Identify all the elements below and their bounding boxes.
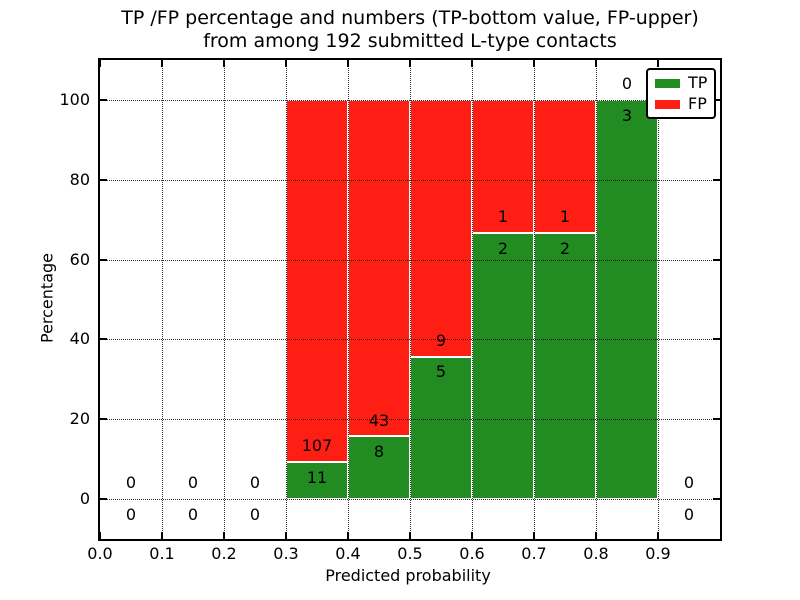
tp-count-label: 8 bbox=[373, 442, 385, 462]
legend-fp-label: FP bbox=[688, 94, 707, 113]
fp-count-label: 0 bbox=[249, 473, 261, 493]
fp-count-label: 1 bbox=[559, 207, 571, 226]
x-tick-mark-top bbox=[223, 60, 225, 67]
x-tick-label: 0.2 bbox=[211, 544, 237, 563]
y-tick-mark bbox=[100, 418, 107, 421]
y-tick-label: 80 bbox=[69, 169, 90, 189]
x-tick-mark-top bbox=[99, 60, 101, 67]
x-tick-label: 0.8 bbox=[583, 544, 609, 563]
x-axis-label: Predicted probability bbox=[325, 566, 491, 585]
y-tick-mark-right bbox=[713, 338, 720, 341]
legend-entry-tp: TP bbox=[655, 75, 707, 91]
x-gridline bbox=[534, 60, 535, 539]
x-tick-mark bbox=[161, 532, 163, 539]
x-tick-mark bbox=[223, 532, 225, 539]
fp-bar-segment bbox=[472, 99, 534, 233]
tp-bar-segment bbox=[348, 436, 410, 500]
x-tick-mark-top bbox=[161, 60, 163, 67]
y-tick-mark-right bbox=[713, 98, 720, 101]
tp-bar-segment bbox=[534, 232, 596, 500]
x-tick-label: 0.0 bbox=[87, 544, 113, 563]
y-tick-mark bbox=[100, 258, 107, 261]
x-tick-label: 0.5 bbox=[397, 544, 423, 563]
x-gridline bbox=[658, 60, 659, 539]
y-tick-mark-right bbox=[713, 258, 720, 261]
legend-tp-label: TP bbox=[688, 73, 708, 92]
x-tick-mark bbox=[99, 532, 101, 539]
tp-bar-segment bbox=[472, 232, 534, 500]
fp-count-label: 0 bbox=[187, 473, 199, 493]
y-tick-label: 0 bbox=[79, 489, 90, 509]
plot-area: 0 0 0 0 0 0 107 11 43 8 9 5 1 2 1 2 0 3 0 0 bbox=[98, 58, 722, 541]
chart-title-line1: TP /FP percentage and numbers (TP-bottom… bbox=[121, 7, 699, 29]
x-gridline bbox=[410, 60, 411, 539]
fp-count-label: 0 bbox=[683, 473, 695, 493]
x-tick-mark-top bbox=[657, 60, 659, 67]
x-tick-label: 0.6 bbox=[459, 544, 485, 563]
tp-count-label: 0 bbox=[249, 505, 261, 525]
y-tick-mark-right bbox=[713, 418, 720, 421]
fp-count-label: 0 bbox=[621, 73, 633, 93]
y-tick-mark bbox=[100, 98, 107, 101]
legend-fp-swatch bbox=[655, 99, 680, 109]
x-gridline bbox=[596, 60, 597, 539]
x-tick-mark bbox=[471, 532, 473, 539]
fp-bar-segment bbox=[286, 99, 348, 462]
x-gridline bbox=[162, 60, 163, 539]
x-tick-label: 0.1 bbox=[149, 544, 175, 563]
x-tick-mark-top bbox=[285, 60, 287, 67]
x-tick-mark bbox=[285, 532, 287, 539]
x-tick-mark bbox=[409, 532, 411, 539]
x-gridline bbox=[348, 60, 349, 539]
legend: TP FP bbox=[646, 68, 717, 119]
fp-count-label: 1 bbox=[497, 207, 509, 226]
legend-entry-fp: FP bbox=[655, 96, 707, 112]
x-tick-label: 0.3 bbox=[273, 544, 299, 563]
fp-count-label: 9 bbox=[435, 330, 447, 350]
tp-count-label: 0 bbox=[125, 505, 137, 525]
x-tick-label: 0.9 bbox=[645, 544, 671, 563]
x-tick-label: 0.4 bbox=[335, 544, 361, 563]
x-tick-mark-top bbox=[347, 60, 349, 67]
tp-count-label: 0 bbox=[683, 505, 695, 525]
y-tick-label: 60 bbox=[69, 249, 90, 269]
tp-count-label: 5 bbox=[435, 362, 447, 382]
tp-bar-segment bbox=[596, 99, 658, 500]
x-tick-mark-top bbox=[595, 60, 597, 67]
x-gridline bbox=[472, 60, 473, 539]
x-tick-mark-top bbox=[471, 60, 473, 67]
legend-tp-swatch bbox=[655, 78, 680, 88]
y-tick-mark bbox=[100, 178, 107, 181]
y-tick-mark bbox=[100, 338, 107, 341]
y-tick-label: 40 bbox=[69, 329, 90, 349]
fp-bar-segment bbox=[348, 99, 410, 437]
fp-count-label: 43 bbox=[368, 410, 390, 430]
x-tick-label: 0.7 bbox=[521, 544, 547, 563]
y-tick-mark-right bbox=[713, 498, 720, 501]
x-tick-mark bbox=[533, 532, 535, 539]
y-tick-label: 20 bbox=[69, 409, 90, 429]
y-tick-label: 100 bbox=[59, 89, 90, 109]
chart-title-line2: from among 192 submitted L-type contacts bbox=[203, 30, 617, 52]
y-tick-mark bbox=[100, 498, 107, 501]
tp-count-label: 3 bbox=[621, 105, 633, 125]
x-tick-mark bbox=[657, 532, 659, 539]
tp-count-label: 2 bbox=[559, 238, 571, 258]
fp-bar-segment bbox=[410, 99, 472, 357]
x-gridline bbox=[286, 60, 287, 539]
tp-count-label: 2 bbox=[497, 238, 509, 258]
x-tick-mark bbox=[347, 532, 349, 539]
x-tick-mark-top bbox=[409, 60, 411, 67]
x-tick-mark bbox=[595, 532, 597, 539]
tp-bar-segment bbox=[286, 461, 348, 500]
y-tick-mark-right bbox=[713, 178, 720, 181]
x-gridline bbox=[224, 60, 225, 539]
tp-count-label: 0 bbox=[187, 505, 199, 525]
fp-count-label: 107 bbox=[301, 435, 333, 455]
tp-count-label: 11 bbox=[306, 467, 328, 487]
chart-title: TP /FP percentage and numbers (TP-bottom… bbox=[80, 7, 740, 53]
x-tick-mark-top bbox=[533, 60, 535, 67]
fp-count-label: 0 bbox=[125, 473, 137, 493]
